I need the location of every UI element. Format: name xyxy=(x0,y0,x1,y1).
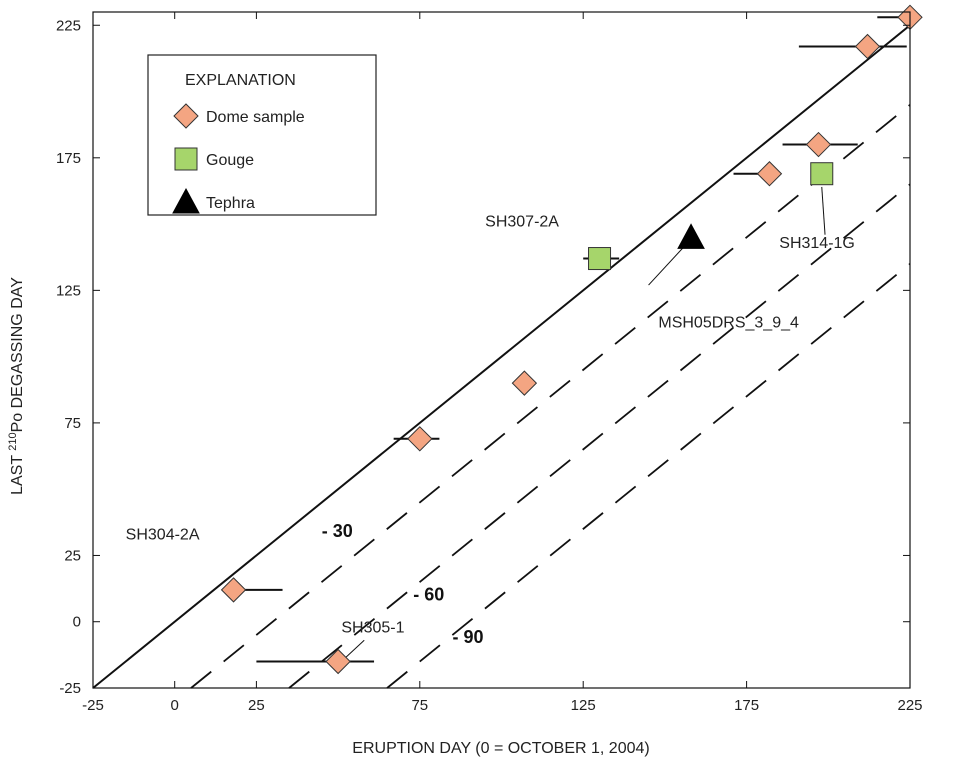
offset-label: - 60 xyxy=(413,585,444,605)
diamond-point xyxy=(325,648,351,675)
x-tick-label: 75 xyxy=(411,697,428,714)
y-tick-label: 125 xyxy=(56,282,81,299)
diamond-point xyxy=(756,161,783,187)
x-tick-label: 175 xyxy=(734,697,759,714)
legend-label: Tephra xyxy=(206,195,255,212)
data-markers xyxy=(220,4,923,675)
square-point xyxy=(810,162,834,186)
y-tick-label: -25 xyxy=(59,680,81,697)
annotation-label: SH307-2A xyxy=(485,214,559,231)
triangle-point xyxy=(677,223,705,249)
diamond-legend-marker xyxy=(173,103,199,129)
diamond-point xyxy=(805,131,832,158)
reference-line xyxy=(386,263,911,689)
y-tick-label: 225 xyxy=(56,17,81,34)
reference-line xyxy=(92,24,911,689)
plot-frame xyxy=(92,11,911,689)
y-tick-label: 0 xyxy=(73,614,81,631)
y-tick-label: 25 xyxy=(64,547,81,564)
x-axis-title: ERUPTION DAY (0 = OCTOBER 1, 2004) xyxy=(352,740,649,757)
legend-items: Dome sample Gouge Tephra xyxy=(172,103,305,214)
reference-line xyxy=(190,104,911,689)
offset-label: - 30 xyxy=(322,521,353,541)
legend-label: Dome sample xyxy=(206,109,305,126)
text-labels: - 30 - 60 - 90 SH304-2A SH305-1 SH307-2A MSH05… xyxy=(126,214,855,647)
diamond-point xyxy=(220,577,247,603)
x-tick-label: 0 xyxy=(171,697,179,714)
y-axis-title: LAST 210Po DEGASSING DAY xyxy=(7,277,26,495)
y-tick-label: 175 xyxy=(56,150,81,167)
annotation-label: SH304-2A xyxy=(126,527,200,544)
diamond-point xyxy=(511,370,538,396)
reference-lines xyxy=(92,24,911,689)
annotation-label: SH314-1G xyxy=(779,235,855,252)
annotation-leader xyxy=(648,242,689,286)
annotation-label: MSH05DRS_3_9_4 xyxy=(658,314,799,331)
axis-ticks: -25 0 25 75 125 175 225 -25 0 25 75 125 175 225 xyxy=(56,12,923,714)
annotation-leader xyxy=(821,186,826,235)
diamond-point xyxy=(854,33,881,60)
x-tick-label: 225 xyxy=(897,697,922,714)
y-tick-label: 75 xyxy=(64,415,81,432)
square-legend-marker xyxy=(174,147,198,171)
reference-line xyxy=(288,183,911,689)
offset-label: - 90 xyxy=(452,627,483,647)
diamond-point xyxy=(407,426,433,452)
legend-title: EXPLANATION xyxy=(185,72,296,89)
legend: EXPLANATION Dome sample Gouge Tephra xyxy=(147,54,377,216)
square-point xyxy=(588,247,612,271)
triangle-legend-marker xyxy=(172,187,200,214)
annotation-label: SH305-1 xyxy=(341,619,404,636)
x-tick-label: -25 xyxy=(82,697,104,714)
legend-label: Gouge xyxy=(206,152,254,169)
plot-border xyxy=(92,11,911,689)
x-tick-label: 25 xyxy=(248,697,265,714)
x-tick-label: 125 xyxy=(571,697,596,714)
